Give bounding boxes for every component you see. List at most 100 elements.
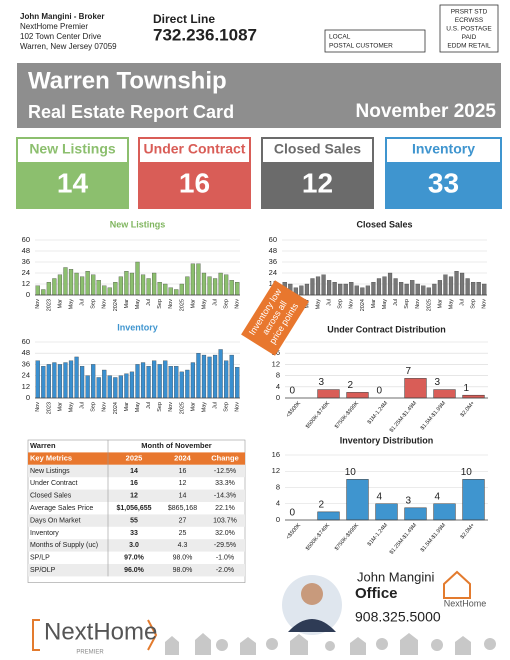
data-label: 4: [434, 491, 440, 502]
y-tick-label: 4: [276, 499, 280, 508]
y-tick-label: 24: [22, 268, 30, 277]
bar: [168, 287, 173, 296]
y-tick-label: 16: [272, 450, 280, 459]
sender-line: 102 Town Center Drive: [20, 32, 102, 41]
bar: [74, 272, 79, 296]
bar: [113, 377, 118, 399]
x-tick-label: Mar: [371, 299, 377, 309]
x-tick-label: Sep: [224, 299, 230, 309]
postage-line: EDDM RETAIL: [447, 43, 491, 50]
bar: [46, 364, 51, 399]
data-label: 0: [289, 386, 295, 397]
x-tick-label: Mar: [124, 299, 130, 309]
y-tick-label: 12: [269, 279, 277, 288]
bar: [354, 285, 359, 296]
table-cell: 55: [130, 517, 138, 524]
bar: [459, 272, 465, 296]
bar: [218, 349, 223, 399]
bar: [190, 362, 195, 399]
table-cell: Months of Supply (uc): [30, 542, 98, 549]
bar: [96, 280, 101, 296]
data-label: 10: [461, 467, 473, 478]
table-cell: 98.0%: [173, 567, 193, 574]
bar: [135, 261, 140, 296]
postage-line: ECRWSS: [455, 17, 484, 24]
table-cell: 98.0%: [173, 555, 193, 562]
bar: [476, 282, 481, 296]
x-tick-label: Nov: [235, 299, 241, 309]
y-tick-label: 0: [276, 393, 280, 402]
table-cell: 12: [130, 493, 138, 500]
y-tick-label: 12: [272, 466, 280, 475]
bar: [35, 360, 40, 399]
bar: [146, 278, 151, 296]
table-cell: 32.0%: [215, 530, 235, 537]
data-label: 1: [463, 383, 469, 394]
bar: [190, 263, 195, 296]
y-tick-label: 36: [269, 257, 277, 266]
y-tick-label: 24: [22, 371, 30, 380]
data-label: 3: [405, 495, 411, 506]
bar: [229, 354, 234, 399]
table-cell: 103.7%: [213, 517, 237, 524]
bar: [102, 285, 107, 296]
table-cell: 16: [179, 468, 187, 475]
bar: [465, 278, 470, 296]
x-tick-label: Nov: [102, 402, 108, 412]
y-tick-label: 0: [26, 393, 30, 402]
bar: [85, 271, 90, 296]
bar: [433, 503, 456, 521]
direct-line: 732.236.1087: [153, 25, 257, 44]
table-cell: Average Sales Price: [30, 505, 93, 512]
agent-logo-icon: [443, 570, 471, 599]
bar: [437, 280, 442, 296]
bar: [152, 360, 157, 399]
bar: [321, 274, 326, 296]
x-tick-label: May: [68, 299, 74, 310]
table-column: 2024: [174, 454, 192, 463]
x-tick-label: Nov: [482, 299, 488, 309]
bar: [218, 272, 223, 296]
x-tick-label: Nov: [102, 299, 108, 309]
bar: [179, 371, 184, 399]
bar: [146, 366, 151, 399]
bar: [404, 378, 427, 399]
banner-period: November 2025: [356, 101, 497, 122]
table-cell: 14: [179, 493, 187, 500]
table-cell: New Listings: [30, 468, 70, 475]
footer-logo-bracket: [32, 619, 158, 651]
x-tick-label: Nov: [415, 299, 421, 309]
bar: [346, 392, 369, 399]
bar: [41, 289, 46, 296]
table-row-bg: [28, 489, 245, 502]
y-tick-label: 4: [276, 382, 280, 391]
bar: [68, 360, 74, 399]
data-label: 0: [289, 508, 295, 519]
bar: [346, 479, 369, 521]
banner-subtitle: Real Estate Report Card: [28, 102, 234, 122]
bar: [135, 364, 140, 399]
bar: [118, 375, 123, 399]
kpi-value: 14: [57, 167, 89, 198]
y-tick-label: 48: [269, 246, 277, 255]
y-tick-label: 8: [276, 482, 280, 491]
data-label: 2: [347, 380, 353, 391]
table-cell: 97.0%: [124, 555, 145, 562]
bar: [433, 389, 456, 399]
x-tick-label: Sep: [224, 402, 230, 412]
table-column: 2025: [126, 454, 143, 463]
bar: [57, 364, 63, 399]
table-cell: 4.3: [178, 542, 188, 549]
y-tick-label: 0: [276, 515, 280, 524]
data-label: 4: [376, 491, 382, 502]
table-cell: -29.5%: [214, 542, 236, 549]
direct-line-label: Direct Line: [153, 12, 215, 26]
kpi-fill: [386, 162, 501, 208]
data-label: 3: [434, 377, 440, 388]
kpi-value: 12: [302, 167, 333, 198]
bar: [332, 282, 337, 296]
bar: [224, 360, 229, 399]
table-column: Key Metrics: [30, 454, 72, 463]
bar: [201, 354, 207, 399]
x-tick-label: 2025: [426, 299, 432, 311]
